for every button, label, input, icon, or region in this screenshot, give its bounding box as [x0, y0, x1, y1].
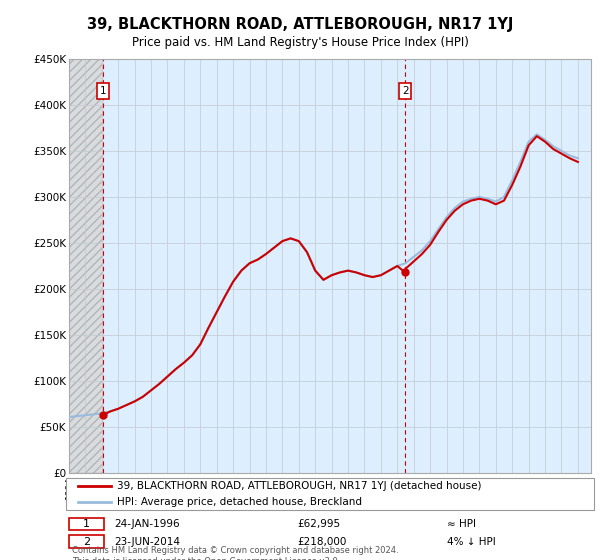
Text: 23-JUN-2014: 23-JUN-2014	[114, 536, 180, 547]
FancyBboxPatch shape	[69, 517, 104, 530]
Text: 2: 2	[402, 86, 409, 96]
FancyBboxPatch shape	[69, 535, 104, 548]
Text: 2: 2	[83, 536, 90, 547]
Text: HPI: Average price, detached house, Breckland: HPI: Average price, detached house, Brec…	[117, 497, 362, 507]
Text: 24-JAN-1996: 24-JAN-1996	[114, 519, 179, 529]
Bar	[69, 59, 103, 473]
Text: 4% ↓ HPI: 4% ↓ HPI	[447, 536, 496, 547]
Text: ≈ HPI: ≈ HPI	[447, 519, 476, 529]
Text: £218,000: £218,000	[297, 536, 346, 547]
Text: Contains HM Land Registry data © Crown copyright and database right 2024.
This d: Contains HM Land Registry data © Crown c…	[72, 546, 398, 560]
Text: £62,995: £62,995	[297, 519, 340, 529]
Text: 39, BLACKTHORN ROAD, ATTLEBOROUGH, NR17 1YJ (detached house): 39, BLACKTHORN ROAD, ATTLEBOROUGH, NR17 …	[117, 480, 482, 491]
Text: 1: 1	[100, 86, 106, 96]
Text: Price paid vs. HM Land Registry's House Price Index (HPI): Price paid vs. HM Land Registry's House …	[131, 36, 469, 49]
Text: 1: 1	[83, 519, 90, 529]
FancyBboxPatch shape	[66, 478, 594, 510]
Text: 39, BLACKTHORN ROAD, ATTLEBOROUGH, NR17 1YJ: 39, BLACKTHORN ROAD, ATTLEBOROUGH, NR17 …	[87, 17, 513, 32]
